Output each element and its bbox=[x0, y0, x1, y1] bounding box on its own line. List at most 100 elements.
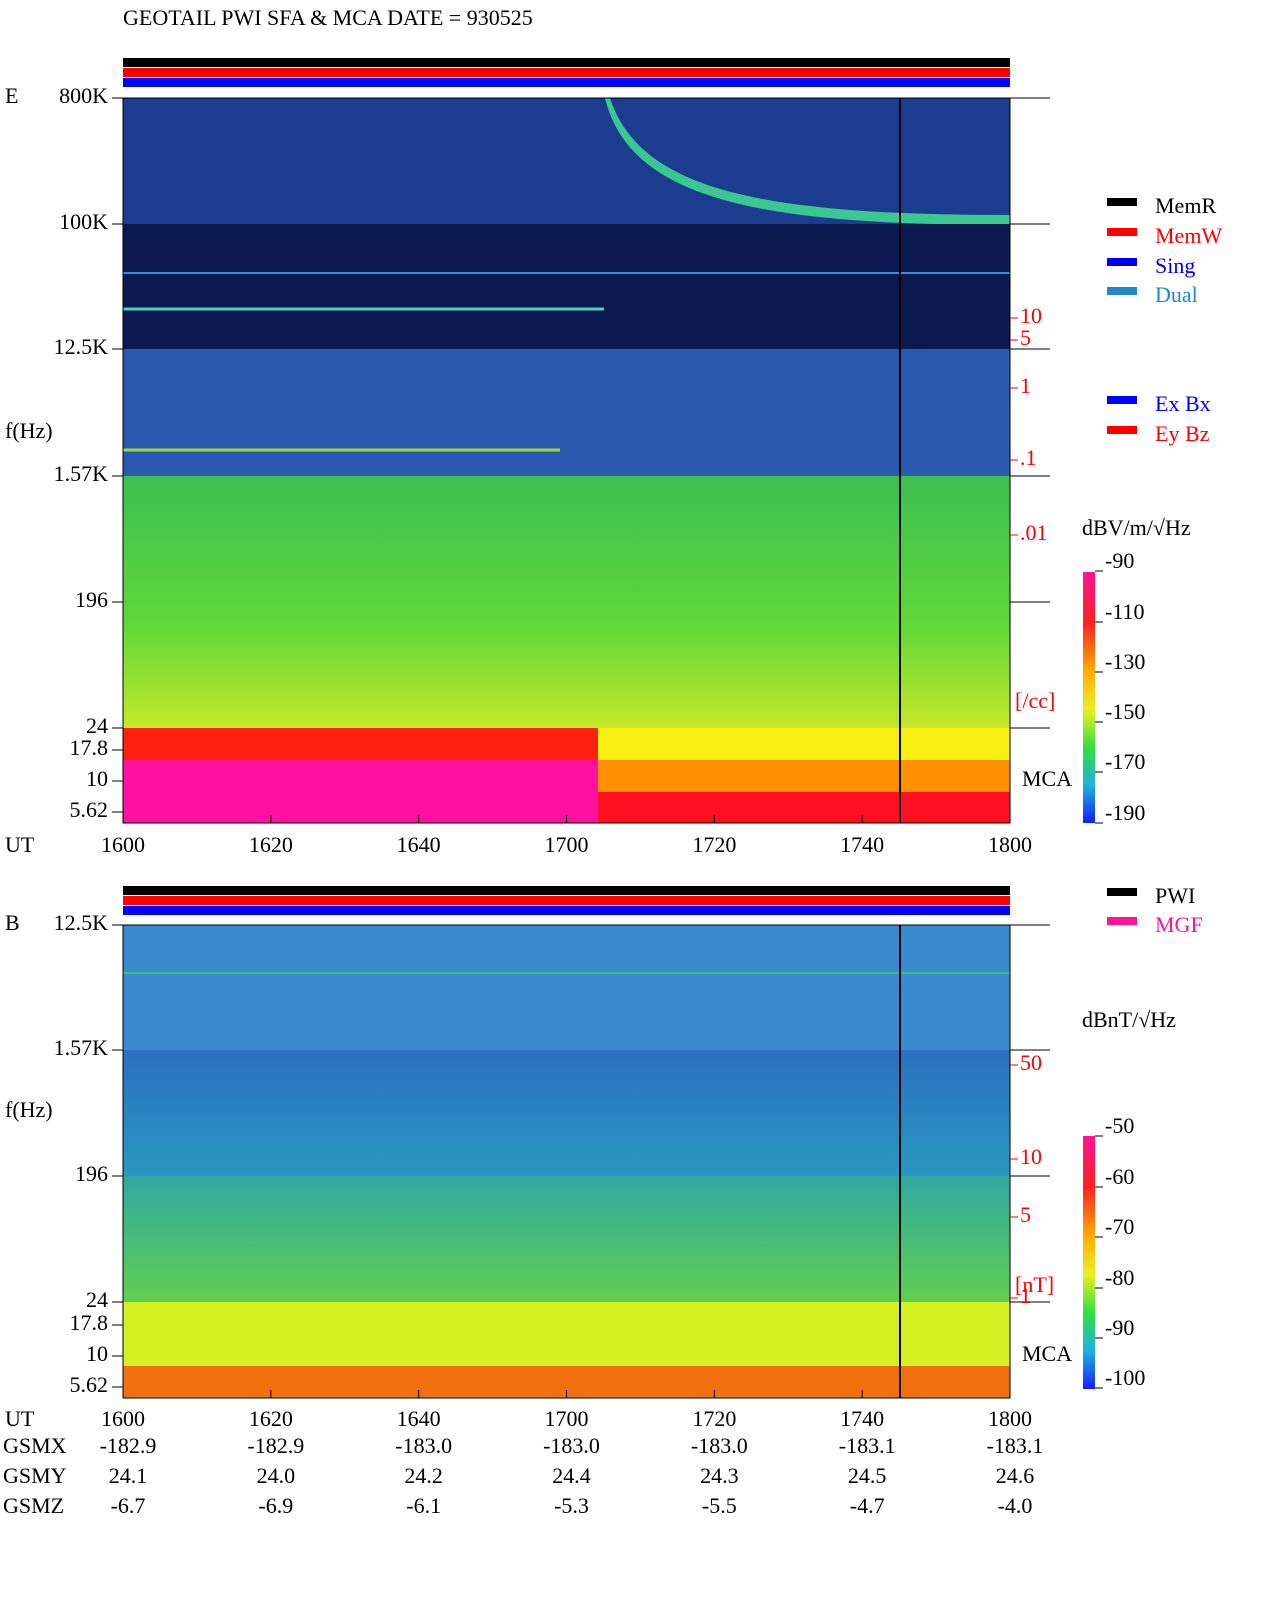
colorbar bbox=[1083, 572, 1095, 823]
y-tick-label: 196 bbox=[75, 1161, 108, 1186]
orbit-value: -5.3 bbox=[554, 1493, 589, 1518]
orbit-value: -6.7 bbox=[111, 1493, 146, 1518]
x-tick-label: 1740 bbox=[840, 1406, 884, 1431]
x-tick-label: 1800 bbox=[988, 832, 1032, 857]
y-tick-label: 800K bbox=[59, 83, 108, 108]
density-tick-label: 5 bbox=[1020, 1202, 1031, 1227]
orbit-value: 24.6 bbox=[996, 1463, 1035, 1488]
x-tick-label: 1700 bbox=[545, 1406, 589, 1431]
x-tick-label: 1600 bbox=[101, 832, 145, 857]
spectrogram-b bbox=[123, 925, 1010, 1398]
x-axis-label: UT bbox=[5, 1406, 35, 1431]
panel-label: B bbox=[5, 910, 20, 935]
x-tick-label: 1640 bbox=[397, 832, 441, 857]
legend-label: MGF bbox=[1155, 912, 1203, 937]
y-tick-label: 17.8 bbox=[70, 735, 109, 760]
density-tick-label: 5 bbox=[1020, 325, 1031, 350]
orbit-value: 24.2 bbox=[404, 1463, 443, 1488]
y-tick-label: 100K bbox=[59, 209, 108, 234]
colorbar-tick-label: -190 bbox=[1105, 800, 1145, 825]
orbit-value: -182.9 bbox=[247, 1433, 304, 1458]
orbit-value: -6.9 bbox=[258, 1493, 293, 1518]
density-tick-label: 1 bbox=[1020, 373, 1031, 398]
orbit-value: 24.5 bbox=[848, 1463, 887, 1488]
colorbar-tick-label: -90 bbox=[1105, 1315, 1134, 1340]
legend-swatch bbox=[1107, 258, 1137, 266]
orbit-name: GSMX bbox=[3, 1433, 67, 1458]
y-tick-label: 10 bbox=[86, 1341, 108, 1366]
y-tick-label: 24 bbox=[86, 1287, 108, 1312]
legend-label: Dual bbox=[1155, 282, 1198, 307]
density-tick-label: 50 bbox=[1020, 1050, 1042, 1075]
status-bar bbox=[123, 896, 1010, 905]
density-unit: [/cc] bbox=[1015, 688, 1055, 713]
orbit-value: -4.0 bbox=[998, 1493, 1033, 1518]
y-tick-label: 5.62 bbox=[70, 797, 109, 822]
legend-swatch bbox=[1107, 228, 1137, 236]
colorbar-unit: dBnT/√Hz bbox=[1082, 1007, 1176, 1032]
mca-label: MCA bbox=[1022, 766, 1072, 791]
orbit-value: -183.0 bbox=[395, 1433, 452, 1458]
x-tick-label: 1800 bbox=[988, 1406, 1032, 1431]
y-tick-label: 1.57K bbox=[54, 461, 109, 486]
colorbar-tick-label: -100 bbox=[1105, 1365, 1145, 1390]
colorbar-tick-label: -60 bbox=[1105, 1164, 1134, 1189]
orbit-name: GSMZ bbox=[3, 1493, 64, 1518]
density-tick-label: 10 bbox=[1020, 303, 1042, 328]
status-bar bbox=[123, 58, 1010, 67]
legend-swatch bbox=[1107, 396, 1137, 404]
x-tick-label: 1700 bbox=[545, 832, 589, 857]
legend-swatch bbox=[1107, 426, 1137, 434]
x-axis-label: UT bbox=[5, 832, 35, 857]
y-tick-label: 24 bbox=[86, 713, 108, 738]
legend-label: PWI bbox=[1155, 883, 1195, 908]
orbit-name: GSMY bbox=[3, 1463, 67, 1488]
orbit-value: -183.1 bbox=[839, 1433, 896, 1458]
panel-label: E bbox=[5, 83, 18, 108]
orbit-value: -4.7 bbox=[850, 1493, 885, 1518]
status-bar bbox=[123, 886, 1010, 895]
colorbar-tick-label: -110 bbox=[1105, 599, 1145, 624]
colorbar bbox=[1083, 1136, 1095, 1389]
x-tick-label: 1620 bbox=[249, 1406, 293, 1431]
legend-label: Sing bbox=[1155, 253, 1195, 278]
y-axis-label: f(Hz) bbox=[5, 418, 53, 443]
colorbar-unit: dBV/m/√Hz bbox=[1082, 515, 1191, 540]
colorbar-tick-label: -70 bbox=[1105, 1214, 1134, 1239]
status-bar bbox=[123, 68, 1010, 77]
orbit-value: -5.5 bbox=[702, 1493, 737, 1518]
x-tick-label: 1720 bbox=[692, 1406, 736, 1431]
density-unit: [nT] bbox=[1015, 1272, 1054, 1297]
orbit-value: -183.1 bbox=[987, 1433, 1044, 1458]
x-tick-label: 1740 bbox=[840, 832, 884, 857]
y-axis-label: f(Hz) bbox=[5, 1097, 53, 1122]
mca-label: MCA bbox=[1022, 1341, 1072, 1366]
density-tick-label: .01 bbox=[1020, 520, 1048, 545]
legend-swatch bbox=[1107, 198, 1137, 206]
title: GEOTAIL PWI SFA & MCA DATE = 930525 bbox=[123, 5, 533, 30]
spectrogram-e bbox=[123, 98, 1010, 823]
density-tick-label: .1 bbox=[1020, 445, 1037, 470]
colorbar-tick-label: -80 bbox=[1105, 1265, 1134, 1290]
y-tick-label: 12.5K bbox=[54, 910, 109, 935]
legend-label: Ex Bx bbox=[1155, 391, 1211, 416]
orbit-value: -6.1 bbox=[406, 1493, 441, 1518]
legend-label: Ey Bz bbox=[1155, 421, 1210, 446]
orbit-value: -183.0 bbox=[543, 1433, 600, 1458]
legend-swatch bbox=[1107, 287, 1137, 295]
legend-label: MemR bbox=[1155, 193, 1216, 218]
status-bar bbox=[123, 906, 1010, 915]
orbit-value: 24.1 bbox=[109, 1463, 148, 1488]
density-tick-label: 10 bbox=[1020, 1144, 1042, 1169]
orbit-value: 24.0 bbox=[257, 1463, 296, 1488]
x-tick-label: 1720 bbox=[692, 832, 736, 857]
x-tick-label: 1640 bbox=[397, 1406, 441, 1431]
orbit-value: 24.4 bbox=[552, 1463, 591, 1488]
density-tick-label: 1 bbox=[1020, 1283, 1031, 1308]
orbit-value: -182.9 bbox=[100, 1433, 157, 1458]
legend-swatch bbox=[1107, 888, 1137, 896]
y-tick-label: 12.5K bbox=[54, 334, 109, 359]
x-tick-label: 1620 bbox=[249, 832, 293, 857]
orbit-value: -183.0 bbox=[691, 1433, 748, 1458]
y-tick-label: 5.62 bbox=[70, 1372, 109, 1397]
